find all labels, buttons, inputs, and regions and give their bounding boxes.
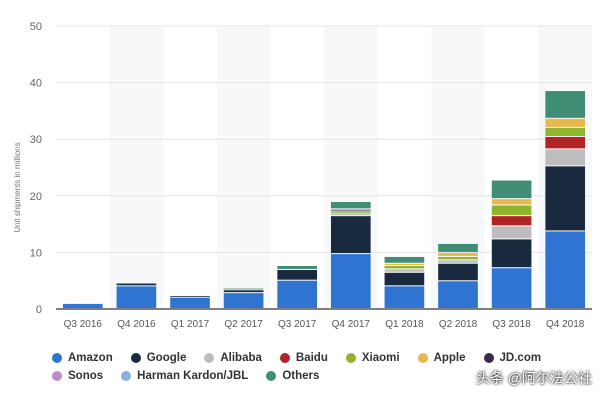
legend-marker-icon	[417, 353, 428, 363]
legend-item[interactable]: Apple	[417, 349, 466, 367]
y-tick-label: 0	[36, 304, 42, 316]
legend-marker-icon	[52, 353, 62, 363]
bar-segment-amazon[interactable]	[438, 281, 478, 308]
y-tick-label: 20	[30, 191, 42, 203]
legend-label: Baidu	[295, 352, 328, 364]
bar-segment-google[interactable]	[545, 166, 586, 231]
column-band	[216, 26, 271, 309]
legend-item[interactable]: Alibaba	[204, 349, 262, 367]
bar-segment-amazon[interactable]	[223, 293, 264, 308]
bar-segment-apple[interactable]	[438, 252, 478, 256]
legend-label: Xiaomi	[361, 352, 400, 364]
legend-marker-icon	[483, 353, 494, 363]
bar-segment-amazon[interactable]	[170, 297, 210, 308]
legend-item[interactable]: JD.com	[483, 349, 542, 367]
x-tick-label: Q1 2018	[385, 319, 424, 330]
bar-segment-alibaba[interactable]	[330, 213, 371, 216]
x-tick-label: Q3 2018	[492, 319, 531, 330]
legend-marker-icon	[204, 353, 215, 363]
bar-segment-xiaomi[interactable]	[545, 127, 586, 136]
bar-segment-google[interactable]	[277, 269, 318, 280]
legend-item[interactable]: Google	[130, 349, 187, 367]
legend-item[interactable]: Harman Kardon/JBL	[121, 367, 248, 385]
legend-label: Google	[146, 352, 187, 364]
bar-segment-others[interactable]	[438, 243, 478, 252]
x-tick-label: Q2 2018	[439, 319, 478, 330]
bar-segment-xiaomi[interactable]	[384, 265, 425, 269]
bar-segment-others[interactable]	[384, 256, 425, 263]
bar-segment-amazon[interactable]	[277, 280, 318, 308]
bar-segment-jd-com[interactable]	[330, 210, 371, 212]
x-tick-label: Q4 2016	[117, 319, 156, 330]
bar-segment-google[interactable]	[438, 263, 478, 281]
bar-segment-alibaba[interactable]	[545, 149, 586, 166]
bar-segment-baidu[interactable]	[545, 136, 586, 149]
bar-segment-others[interactable]	[491, 180, 532, 199]
legend-item[interactable]: Others	[266, 367, 319, 385]
bar-segment-xiaomi[interactable]	[330, 212, 371, 214]
bar-segment-amazon[interactable]	[330, 254, 371, 308]
y-tick-label: 10	[30, 247, 42, 259]
x-tick-label: Q3 2017	[278, 319, 317, 330]
legend-label: JD.com	[499, 352, 542, 364]
y-tick-label: 50	[30, 21, 42, 33]
bar-segment-others[interactable]	[545, 91, 586, 118]
legend-marker-icon	[130, 353, 141, 363]
legend-marker-icon	[279, 353, 290, 363]
bar-segment-alibaba[interactable]	[491, 226, 532, 239]
bar-segment-alibaba[interactable]	[438, 260, 478, 263]
x-tick-label: Q4 2018	[546, 319, 585, 330]
y-tick-label: 40	[30, 78, 42, 90]
legend-label: Amazon	[68, 352, 113, 364]
legend-marker-icon	[52, 371, 62, 381]
watermark: 头条 @阿尔法公社	[475, 370, 592, 386]
x-tick-label: Q1 2017	[171, 319, 210, 330]
x-tick-label: Q3 2016	[64, 319, 103, 330]
legend-label: Harman Kardon/JBL	[137, 370, 249, 382]
legend: Amazon Google Alibaba Baidu Xiaomi Apple JD.co…	[52, 349, 592, 385]
bar-segment-baidu[interactable]	[491, 216, 532, 226]
bar-segment-others[interactable]	[223, 288, 264, 290]
column-band	[109, 26, 164, 309]
bar-segment-sonos[interactable]	[330, 209, 371, 211]
bar-segment-apple[interactable]	[545, 118, 586, 127]
bar-segment-google[interactable]	[116, 283, 157, 286]
y-tick-label: 30	[30, 134, 42, 146]
legend-marker-icon	[345, 353, 356, 363]
bar-segment-google[interactable]	[330, 216, 371, 254]
bar-segment-xiaomi[interactable]	[491, 205, 532, 216]
legend-item[interactable]: Amazon	[52, 349, 113, 367]
legend-item[interactable]: Xiaomi	[345, 349, 400, 367]
bar-segment-google[interactable]	[223, 290, 264, 293]
legend-label: Alibaba	[220, 352, 262, 364]
bar-segment-google[interactable]	[384, 272, 425, 286]
bar-segment-google[interactable]	[170, 295, 210, 297]
legend-item[interactable]: Sonos	[52, 367, 103, 385]
x-tick-label: Q4 2017	[332, 319, 371, 330]
bar-segment-amazon[interactable]	[545, 231, 586, 308]
legend-marker-icon	[121, 371, 132, 381]
bar-segment-alibaba[interactable]	[384, 269, 425, 272]
bar-segment-amazon[interactable]	[491, 268, 532, 308]
bar-segment-others[interactable]	[277, 265, 318, 269]
legend-label: Apple	[433, 352, 466, 364]
legend-label: Others	[282, 370, 320, 382]
stacked-bar-chart: 0 10 20 30 40 50 Unit shipments in millions Q3 …	[13, 21, 592, 330]
bar-segment-apple[interactable]	[491, 199, 532, 205]
bar-segment-amazon[interactable]	[116, 286, 157, 308]
bar-segment-amazon[interactable]	[384, 286, 425, 308]
bar-segment-apple[interactable]	[384, 263, 425, 265]
legend-label: Sonos	[68, 370, 104, 382]
legend-marker-icon	[266, 371, 277, 381]
y-axis-label: Unit shipments in millions	[13, 142, 22, 232]
legend-item[interactable]: Baidu	[279, 349, 328, 367]
bar-segment-amazon[interactable]	[62, 303, 103, 308]
bar-segment-others[interactable]	[330, 202, 371, 209]
x-tick-label: Q2 2017	[224, 319, 263, 330]
bar-segment-google[interactable]	[491, 239, 532, 268]
bar-segment-xiaomi[interactable]	[438, 256, 478, 260]
